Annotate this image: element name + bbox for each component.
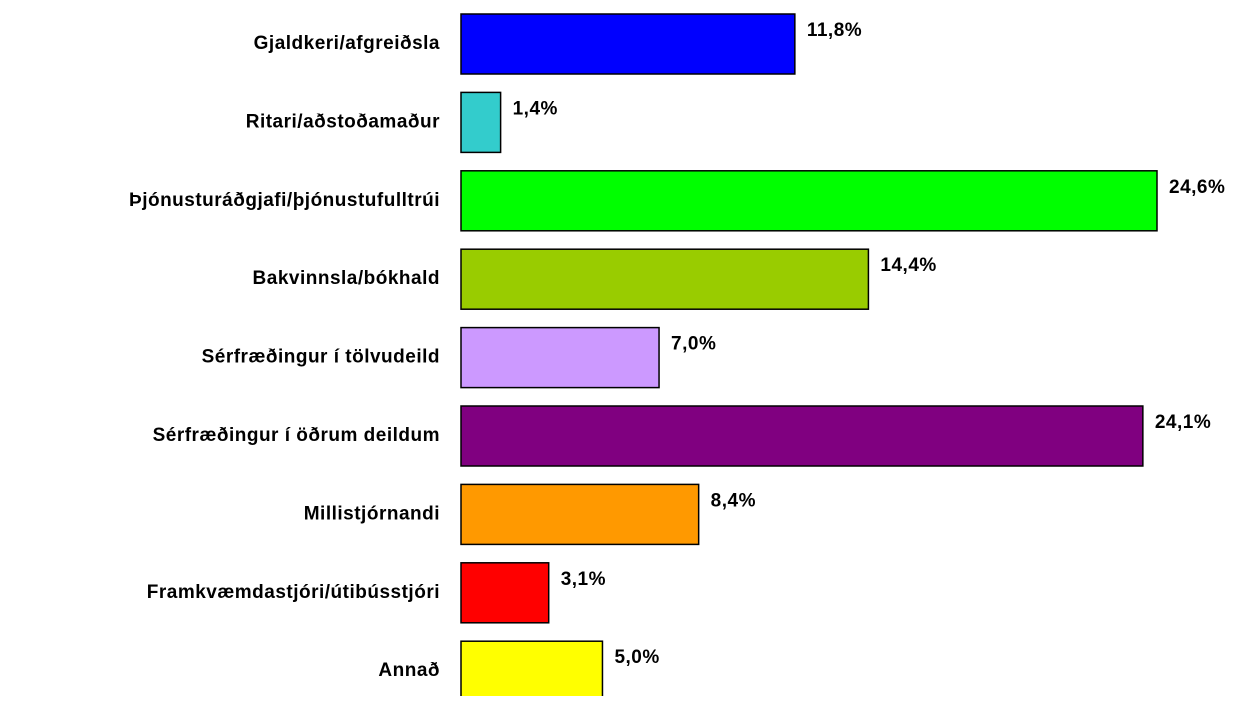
value-label: 3,1% [561,569,606,590]
bar [460,248,870,310]
bar [460,405,1144,467]
value-label: 24,6% [1169,177,1225,198]
bar [460,91,502,154]
category-label: Sérfræðingur í tölvudeild [202,347,440,368]
bar [460,640,604,701]
value-label: 1,4% [513,98,558,119]
category-label: Annað [378,660,440,681]
value-label: 14,4% [880,255,936,276]
bar [460,483,700,546]
value-label: 7,0% [671,334,716,355]
bar [460,562,550,624]
category-label: Gjaldkeri/afgreiðsla [254,33,440,54]
category-label: Þjónusturáðgjafi/þjónustufulltrúi [129,190,440,211]
category-label: Ritari/aðstoðamaður [246,111,440,132]
value-label: 11,8% [807,20,862,41]
category-label: Millistjórnandi [304,503,440,524]
value-label: 8,4% [711,490,756,511]
value-label: 5,0% [614,647,659,668]
category-label: Bakvinnsla/bókhald [253,268,440,289]
bar [460,170,1158,232]
value-label: 24,1% [1155,412,1211,433]
bar [460,13,796,75]
bar [460,326,660,389]
category-label: Sérfræðingur í öðrum deildum [153,425,440,446]
category-label: Framkvæmdastjóri/útibússtjóri [147,582,440,603]
